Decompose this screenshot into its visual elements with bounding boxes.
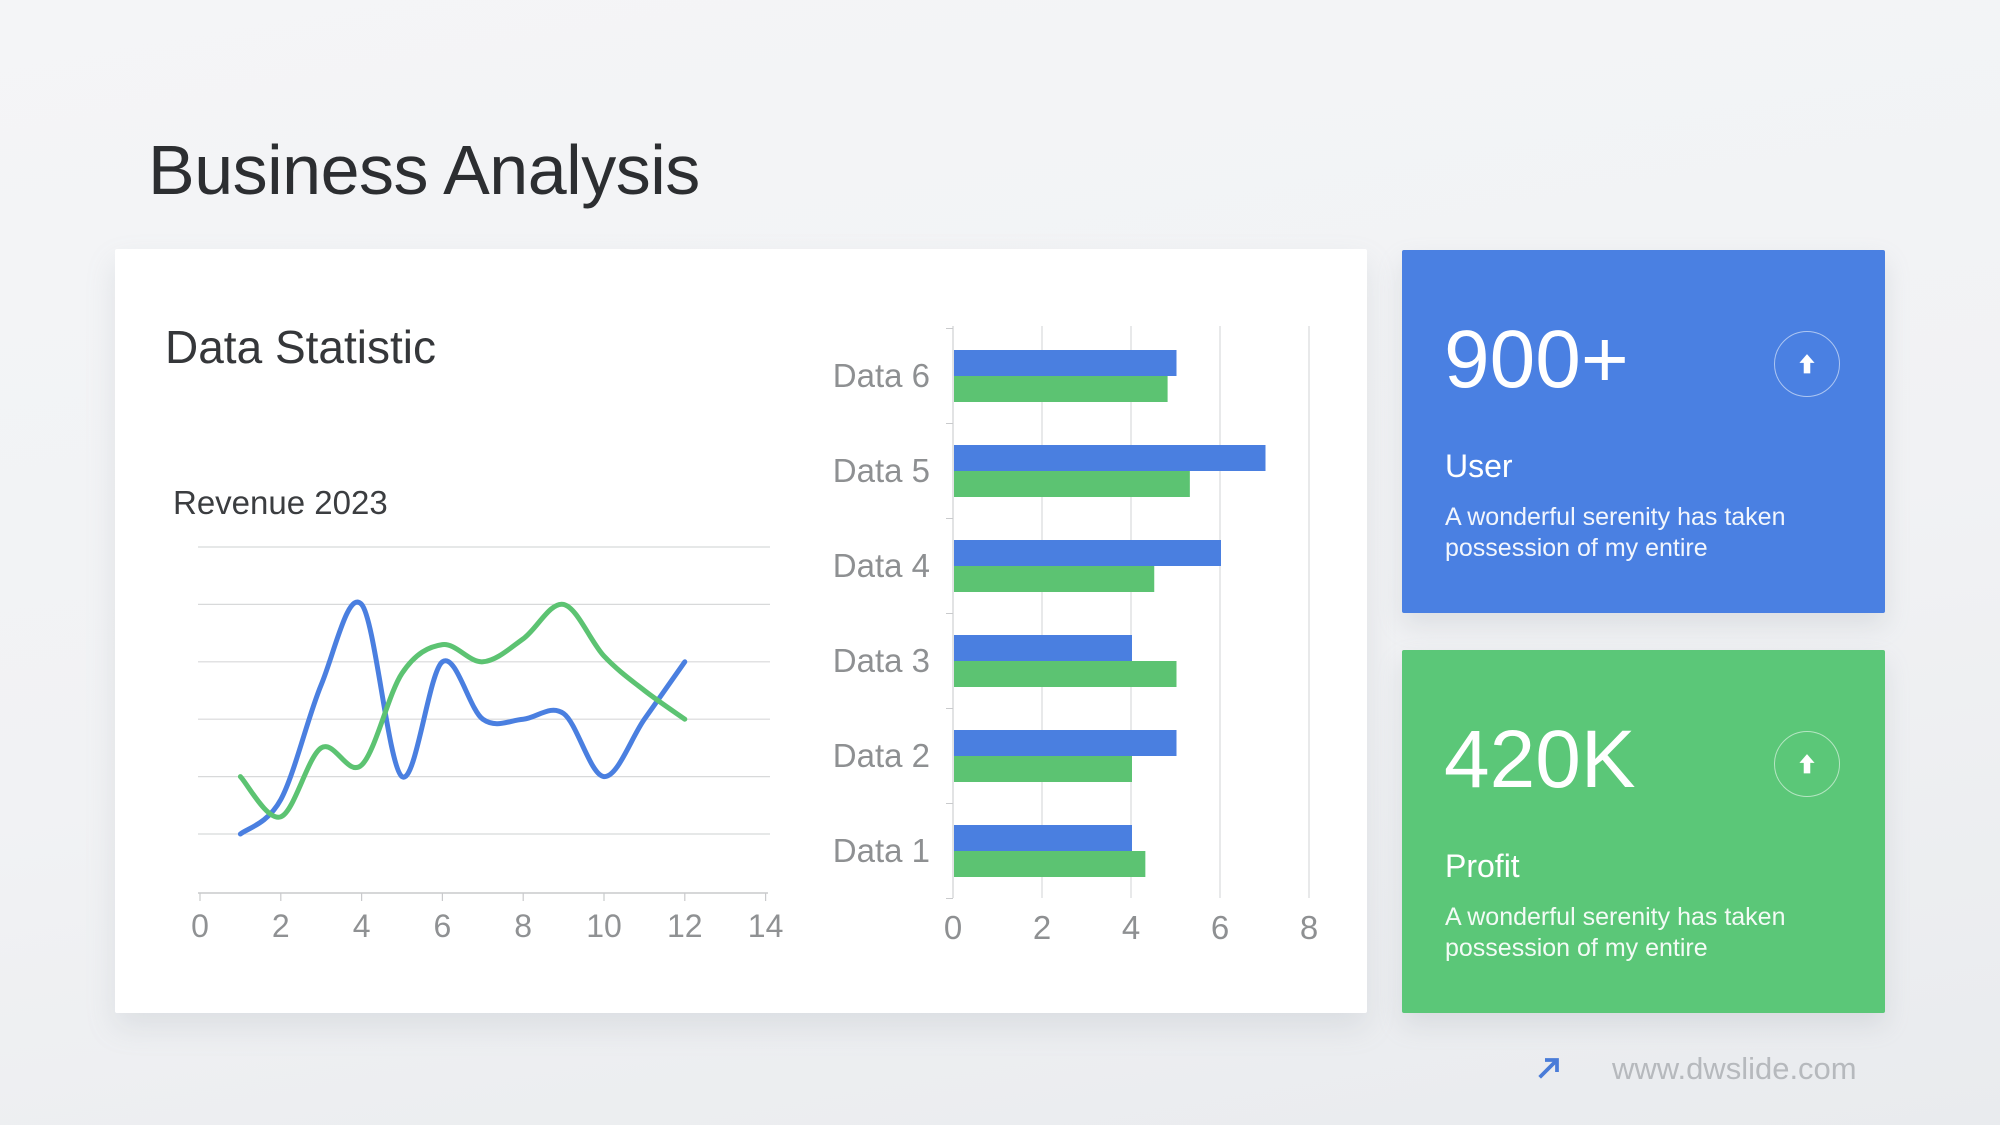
stat-value: 420K — [1444, 714, 1636, 805]
series-blue-bar — [954, 540, 1221, 566]
data-statistic-panel: Data Statistic Revenue 2023 0 2 4 6 8 10 12 14 … — [115, 249, 1367, 1013]
stat-card-user: 900+ User A wonderful serenity has taken… — [1402, 250, 1885, 613]
series-green-line — [237, 601, 688, 820]
line-chart-title: Revenue 2023 — [173, 484, 388, 521]
category-label: Data 3 — [833, 642, 930, 679]
arrow-up-icon — [1774, 331, 1840, 397]
stat-description: A wonderful serenity has taken possessio… — [1445, 903, 1786, 962]
series-green-bar — [954, 661, 1177, 687]
x-axis-label: 10 — [586, 908, 622, 944]
series-blue-bar — [954, 730, 1177, 756]
x-axis-label: 6 — [434, 908, 452, 944]
category-label: Data 2 — [833, 737, 930, 774]
x-axis-label: 8 — [1300, 909, 1318, 946]
x-axis-label: 2 — [1033, 909, 1051, 946]
stat-label: User — [1445, 448, 1513, 484]
series-blue-bar — [954, 350, 1177, 376]
series-green-bar — [954, 756, 1132, 782]
x-axis-label: 6 — [1211, 909, 1229, 946]
series-green-bar — [954, 376, 1168, 402]
series-green-bar — [954, 566, 1155, 592]
stat-description: A wonderful serenity has taken possessio… — [1445, 503, 1786, 562]
x-axis-label: 4 — [353, 908, 371, 944]
stat-value: 900+ — [1444, 314, 1629, 405]
x-axis-label: 8 — [514, 908, 532, 944]
series-green-bar — [954, 851, 1146, 877]
x-axis-label: 0 — [944, 909, 962, 946]
stat-card-profit: 420K Profit A wonderful serenity has tak… — [1402, 650, 1885, 1013]
arrow-up-right-icon — [1538, 1058, 1559, 1079]
x-axis-label: 4 — [1122, 909, 1140, 946]
revenue-line-chart: 0 2 4 6 8 10 12 14 — [155, 529, 835, 959]
category-label: Data 6 — [833, 357, 930, 394]
line-chart-svg: 0 2 4 6 8 10 12 14 — [191, 546, 784, 944]
category-label: Data 4 — [833, 547, 930, 584]
series-blue-bar — [954, 825, 1132, 851]
series-blue-bar — [954, 635, 1132, 661]
x-axis-label: 12 — [667, 908, 703, 944]
data-bar-chart: 0 2 4 6 8 Data 6 Data 5 Data 4 Data 3 Data 2 Data … — [815, 309, 1350, 969]
x-axis-label: 0 — [191, 908, 209, 944]
x-axis-label: 14 — [748, 908, 784, 944]
bar-chart-svg: 0 2 4 6 8 Data 6 Data 5 Data 4 Data 3 Data 2 Data … — [833, 326, 1318, 946]
x-axis-label: 2 — [272, 908, 290, 944]
page-title: Business Analysis — [148, 131, 700, 209]
website-url: www.dwslide.com — [1612, 1051, 1857, 1086]
category-label: Data 1 — [833, 832, 930, 869]
panel-heading: Data Statistic — [165, 321, 436, 373]
series-blue-bar — [954, 445, 1266, 471]
stat-label: Profit — [1445, 848, 1520, 884]
arrow-up-icon — [1774, 731, 1840, 797]
category-label: Data 5 — [833, 452, 930, 489]
series-blue-line — [237, 599, 688, 837]
series-green-bar — [954, 471, 1190, 497]
